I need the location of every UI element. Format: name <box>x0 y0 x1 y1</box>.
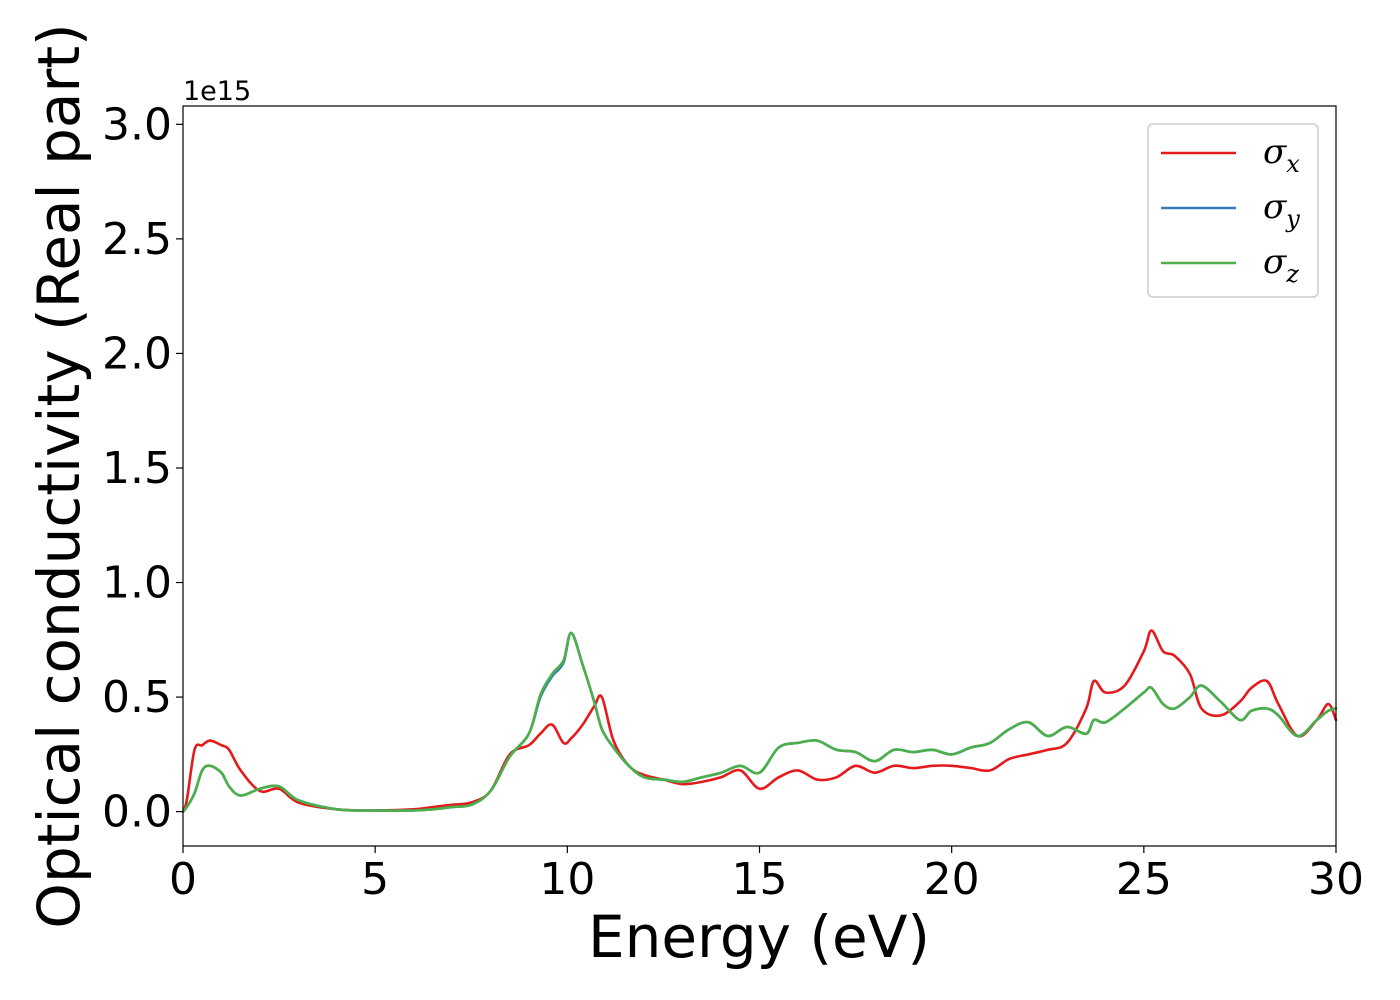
y-tick-label: 2.0 <box>102 328 172 379</box>
x-tick-label: 10 <box>539 854 595 905</box>
y-tick-label: 0.0 <box>102 787 172 838</box>
y-tick-label: 1.5 <box>102 443 172 494</box>
legend-box <box>1147 123 1319 298</box>
series-line-σy <box>181 631 1338 813</box>
y-tick-label: 1.0 <box>102 558 172 609</box>
y-tick-label: 3.0 <box>102 99 172 150</box>
legend-label-x: σx <box>1263 132 1300 178</box>
legend-subscript: z <box>1285 260 1299 288</box>
x-axis-ticks: 0 5 10 15 20 25 30 <box>169 846 1364 905</box>
x-tick-label: 0 <box>169 854 197 905</box>
x-tick-label: 5 <box>361 854 389 905</box>
legend-label-y: σy <box>1263 187 1300 233</box>
legend-subscript: x <box>1286 150 1300 178</box>
x-axis-label: Energy (eV) <box>588 903 930 971</box>
x-tick-label: 25 <box>1116 854 1172 905</box>
series-layer <box>181 629 1338 813</box>
legend-symbol: σ <box>1263 242 1287 282</box>
legend-symbol: σ <box>1263 187 1287 227</box>
legend-symbol: σ <box>1263 132 1287 172</box>
y-axis-ticks: 0.0 0.5 1.0 1.5 2.0 2.5 3.0 <box>102 99 183 838</box>
x-tick-label: 30 <box>1308 854 1364 905</box>
y-offset-label: 1e15 <box>183 76 251 107</box>
y-tick-label: 2.5 <box>102 214 172 265</box>
series-line-σx <box>181 629 1338 813</box>
y-tick-label: 0.5 <box>102 672 172 723</box>
y-axis-label: Optical conductivity (Real part) <box>25 23 93 928</box>
legend-subscript: y <box>1285 205 1300 233</box>
x-tick-label: 20 <box>924 854 980 905</box>
series-line-σz <box>181 631 1338 813</box>
legend-label-z: σz <box>1263 242 1299 288</box>
x-tick-label: 15 <box>732 854 788 905</box>
